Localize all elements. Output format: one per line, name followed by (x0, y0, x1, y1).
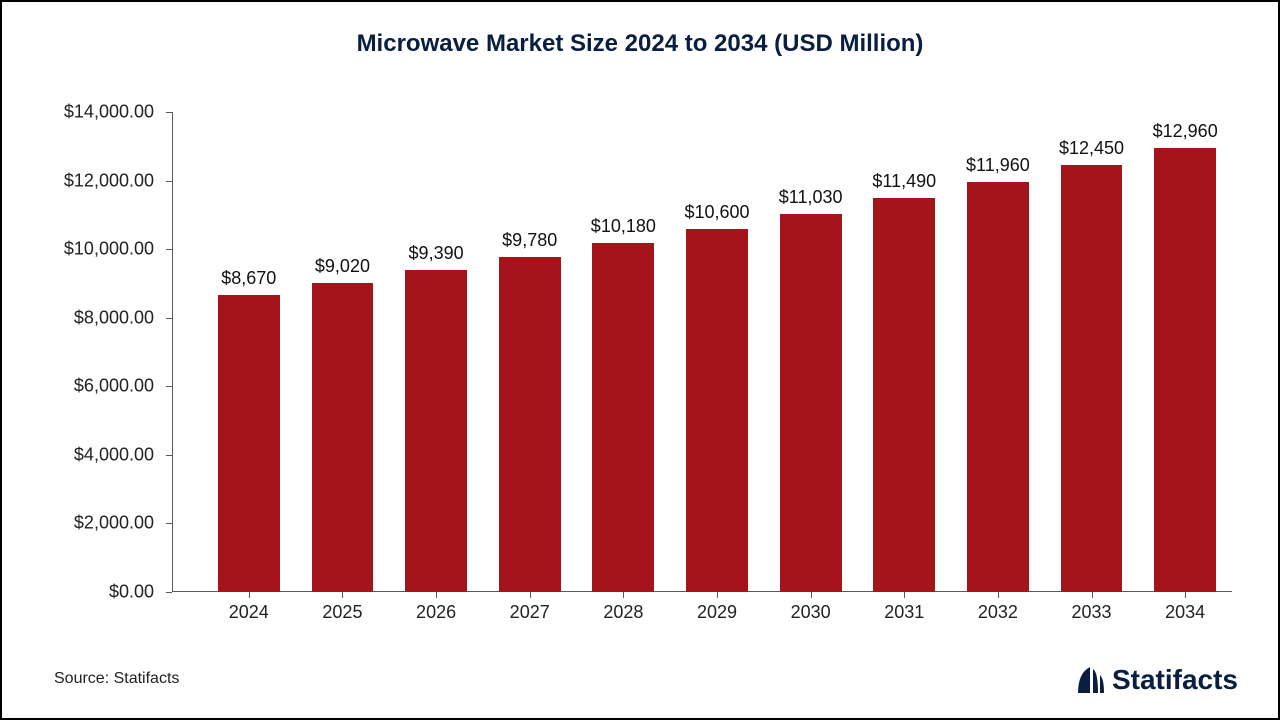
bar: $11,9602032 (967, 182, 1029, 592)
x-tick-mark (1092, 592, 1093, 598)
x-tick-label: 2030 (791, 602, 831, 623)
y-tick-label: $8,000.00 (74, 307, 154, 328)
x-tick-mark (811, 592, 812, 598)
y-tick-label: $4,000.00 (74, 444, 154, 465)
bar-value-label: $11,030 (779, 187, 843, 208)
x-tick-label: 2032 (978, 602, 1018, 623)
y-tick-mark (166, 455, 172, 456)
bar-rect (780, 214, 842, 592)
brand-logo: Statifacts (1076, 664, 1238, 696)
bar-value-label: $9,780 (502, 230, 557, 251)
bar-rect (592, 243, 654, 592)
bar-value-label: $8,670 (221, 268, 276, 289)
plot-area: $8,6702024 $9,0202025 $9,3902026 $9,7802027… (172, 112, 1232, 592)
source-text: Source: Statifacts (54, 670, 179, 688)
y-tick-label: $6,000.00 (74, 376, 154, 397)
chart-title: Microwave Market Size 2024 to 2034 (USD … (2, 30, 1278, 58)
bar-rect (499, 257, 561, 592)
x-tick-label: 2024 (229, 602, 269, 623)
x-tick-mark (249, 592, 250, 598)
bar-value-label: $12,960 (1153, 121, 1218, 142)
bar: $12,9602034 (1154, 148, 1216, 592)
y-tick-mark (166, 112, 172, 113)
y-tick-mark (166, 181, 172, 182)
brand-stripes-icon (1076, 665, 1106, 695)
bar-value-label: $11,490 (872, 171, 936, 192)
y-tick-label: $12,000.00 (64, 170, 154, 191)
bar-value-label: $9,020 (315, 256, 370, 277)
x-tick-mark (998, 592, 999, 598)
x-tick-mark (1185, 592, 1186, 598)
bars-container: $8,6702024 $9,0202025 $9,3902026 $9,7802027… (172, 112, 1232, 592)
x-tick-mark (904, 592, 905, 598)
bar: $11,4902031 (873, 198, 935, 592)
y-tick-label: $10,000.00 (64, 239, 154, 260)
bar-value-label: $11,960 (966, 155, 1030, 176)
bar: $8,6702024 (218, 295, 280, 592)
y-axis-labels: $0.00$2,000.00$4,000.00$6,000.00$8,000.0… (2, 112, 162, 592)
bar-rect (1061, 165, 1123, 592)
x-tick-label: 2028 (603, 602, 643, 623)
bar-rect (218, 295, 280, 592)
bar: $9,7802027 (499, 257, 561, 592)
x-tick-label: 2026 (416, 602, 456, 623)
bar-value-label: $10,180 (591, 216, 656, 237)
bar: $10,6002029 (686, 229, 748, 592)
y-tick-mark (166, 318, 172, 319)
x-tick-label: 2029 (697, 602, 737, 623)
bar-rect (312, 283, 374, 592)
bar: $12,4502033 (1061, 165, 1123, 592)
x-tick-label: 2027 (510, 602, 550, 623)
bar-rect (967, 182, 1029, 592)
x-tick-label: 2025 (322, 602, 362, 623)
y-tick-mark (166, 523, 172, 524)
x-tick-mark (717, 592, 718, 598)
bar: $9,0202025 (312, 283, 374, 592)
x-tick-mark (623, 592, 624, 598)
y-tick-mark (166, 592, 172, 593)
bar-rect (405, 270, 467, 592)
bar-value-label: $12,450 (1059, 138, 1124, 159)
bar: $10,1802028 (592, 243, 654, 592)
bar-rect (1154, 148, 1216, 592)
x-tick-label: 2034 (1165, 602, 1205, 623)
y-tick-mark (166, 386, 172, 387)
x-tick-mark (530, 592, 531, 598)
bar: $9,3902026 (405, 270, 467, 592)
chart-frame: Microwave Market Size 2024 to 2034 (USD … (0, 0, 1280, 720)
bar-value-label: $10,600 (684, 202, 749, 223)
x-tick-label: 2031 (884, 602, 924, 623)
y-tick-label: $14,000.00 (64, 102, 154, 123)
y-tick-mark (166, 249, 172, 250)
bar-value-label: $9,390 (409, 243, 464, 264)
bar-rect (873, 198, 935, 592)
x-tick-mark (342, 592, 343, 598)
x-tick-mark (436, 592, 437, 598)
x-tick-label: 2033 (1072, 602, 1112, 623)
brand-text: Statifacts (1112, 664, 1238, 696)
bar: $11,0302030 (780, 214, 842, 592)
bar-rect (686, 229, 748, 592)
y-tick-label: $0.00 (109, 582, 154, 603)
y-tick-label: $2,000.00 (74, 513, 154, 534)
